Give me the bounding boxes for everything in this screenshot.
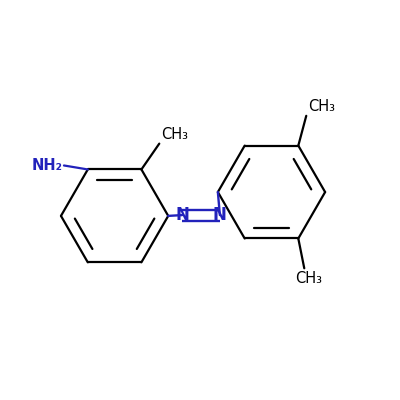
Text: CH₃: CH₃ [295,272,322,286]
Text: CH₃: CH₃ [161,127,188,142]
Text: N: N [213,206,227,224]
Text: N: N [175,206,189,224]
Text: CH₃: CH₃ [308,99,335,114]
Text: NH₂: NH₂ [31,158,62,173]
